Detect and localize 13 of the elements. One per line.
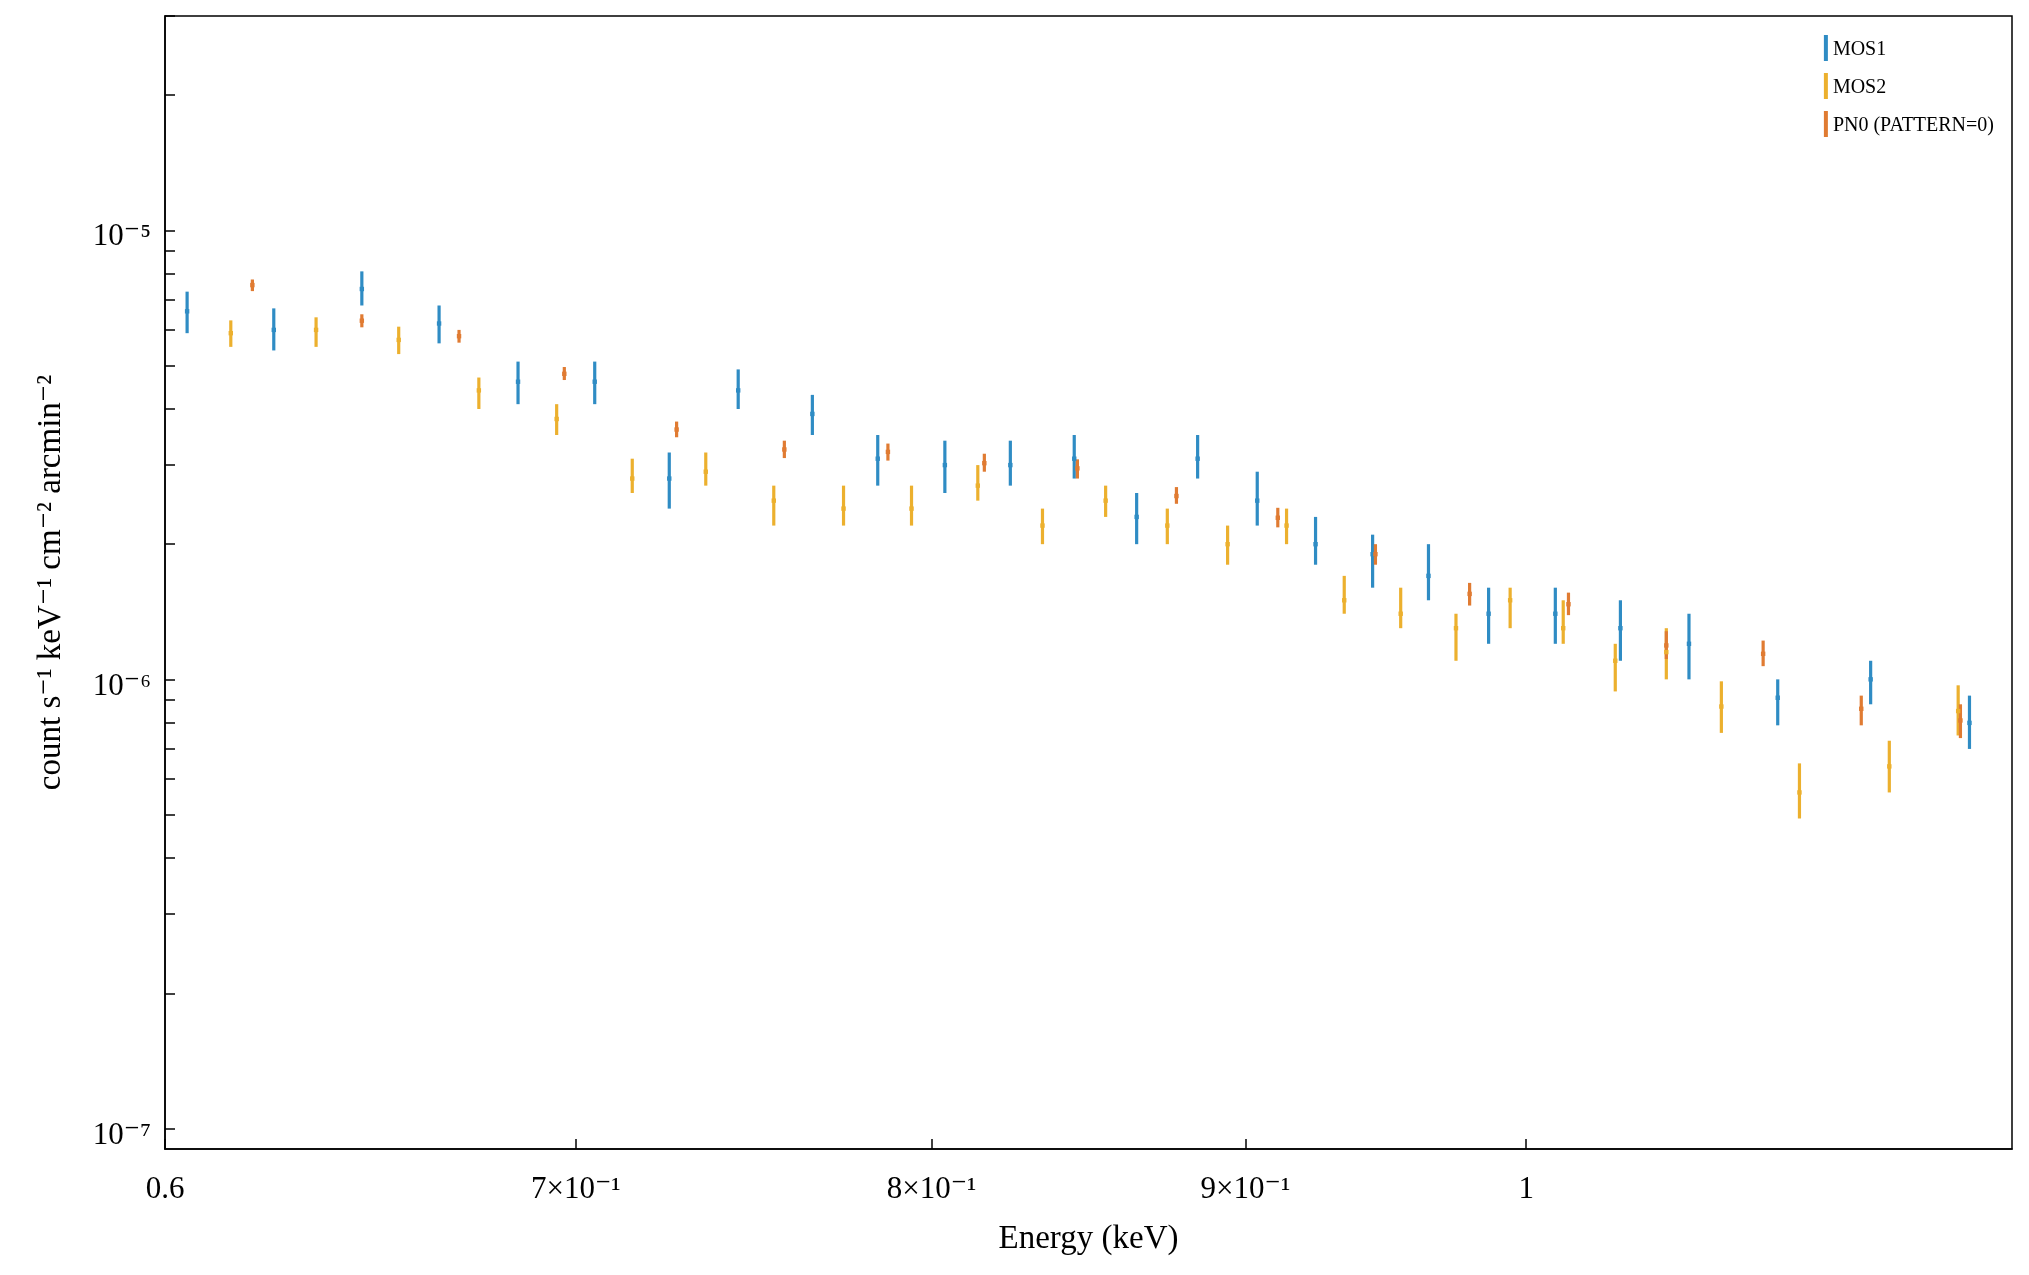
legend-label: MOS1 bbox=[1832, 37, 1887, 59]
x-tick-label: 7×10⁻¹ bbox=[530, 1170, 621, 1206]
y-tick-label: 10⁻⁷ bbox=[92, 1115, 151, 1151]
y-tick-label: 10⁻⁶ bbox=[92, 666, 151, 702]
x-tick-label: 9×10⁻¹ bbox=[1200, 1170, 1291, 1206]
x-tick-label: 8×10⁻¹ bbox=[886, 1170, 977, 1206]
legend-label: PN0 (PATTERN=0) bbox=[1832, 113, 1995, 136]
legend-label: MOS2 bbox=[1832, 75, 1887, 97]
y-axis-title: count s⁻¹ keV⁻¹ cm⁻² arcmin⁻² bbox=[30, 374, 67, 791]
y-tick-label: 10⁻⁵ bbox=[92, 217, 151, 253]
x-tick-label: 1 bbox=[1518, 1170, 1534, 1206]
x-axis-title: Energy (keV) bbox=[998, 1219, 1179, 1257]
x-tick-label: 0.6 bbox=[145, 1170, 185, 1206]
